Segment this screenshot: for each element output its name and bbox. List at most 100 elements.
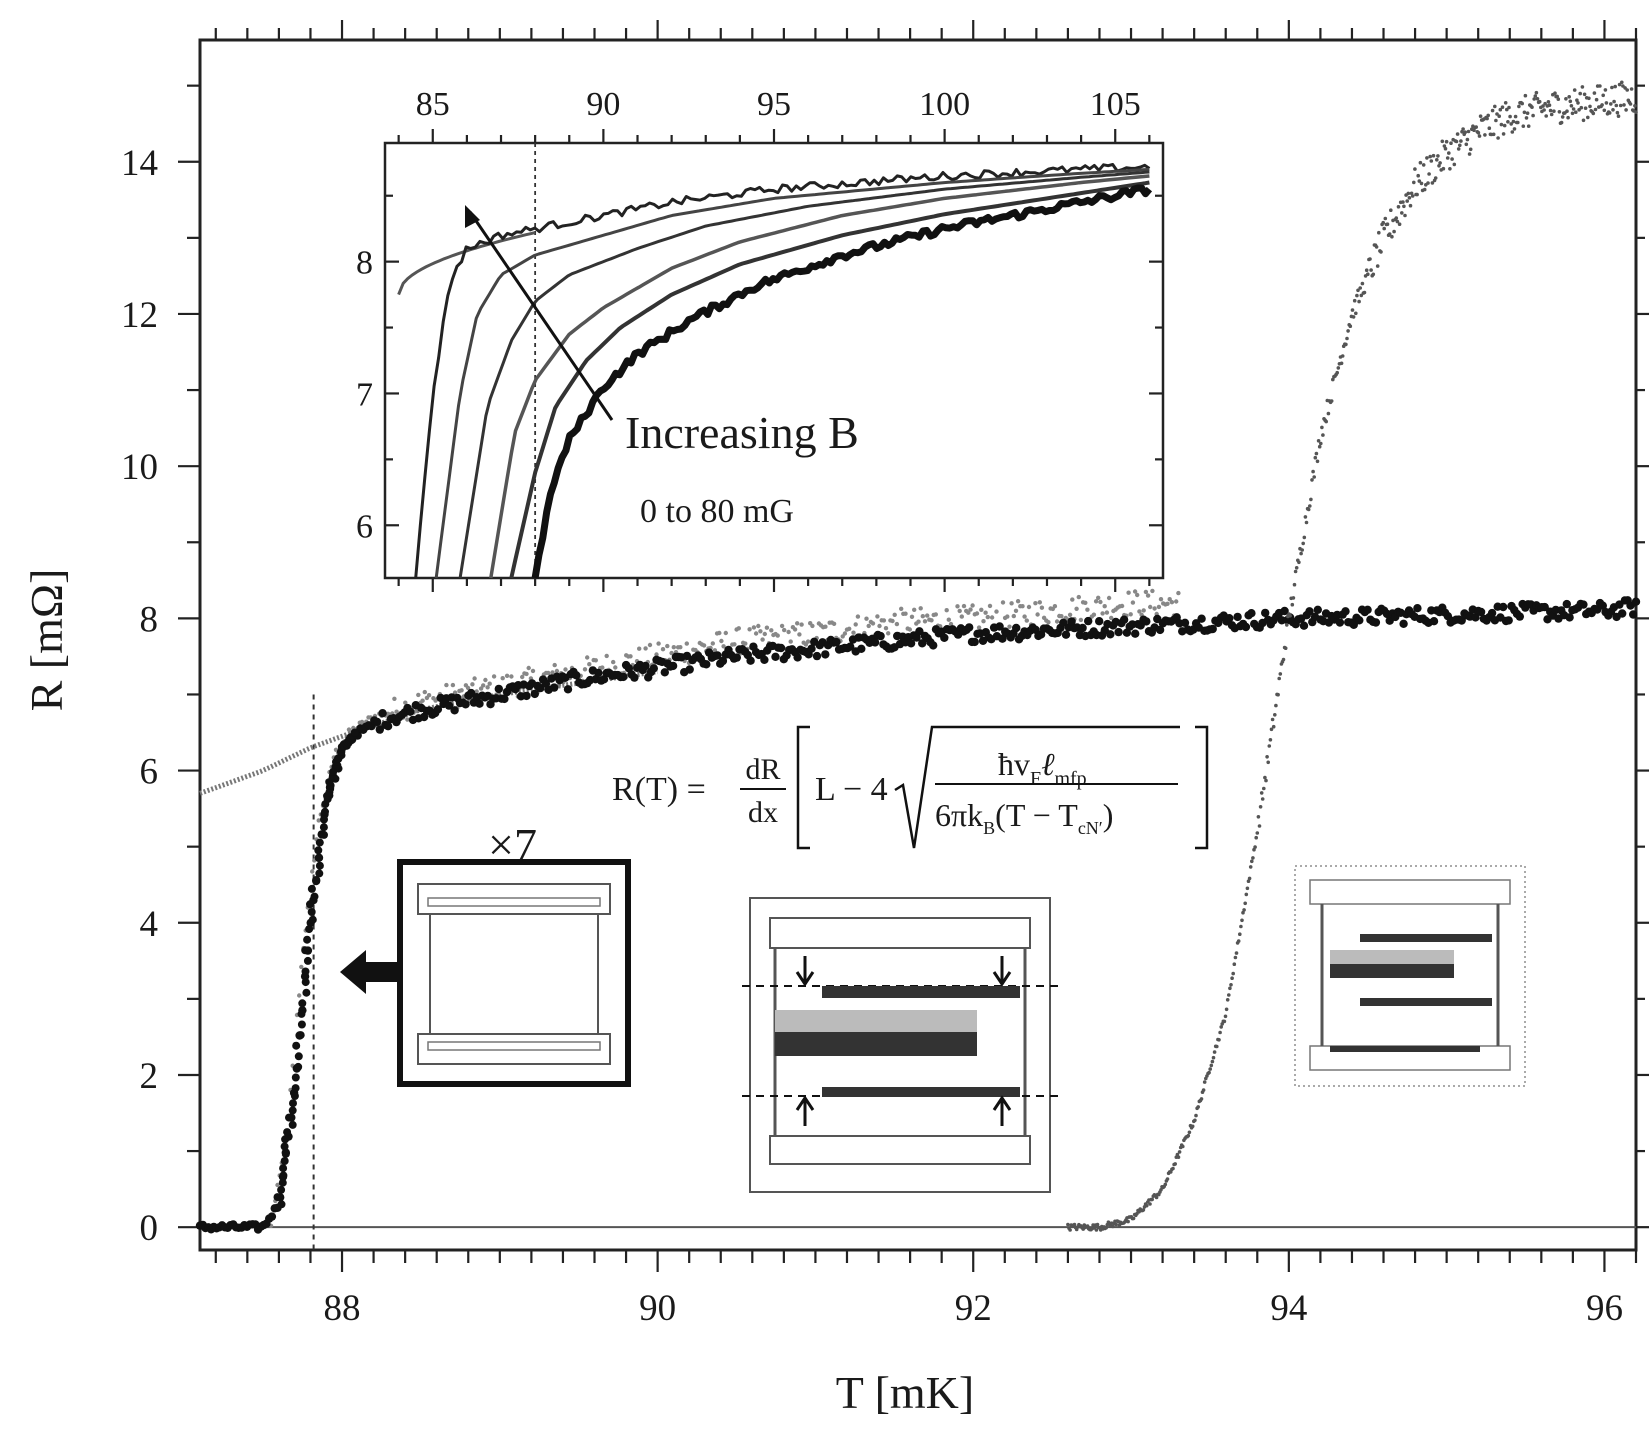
fine-data-point — [842, 631, 848, 636]
sparse-data-point — [1350, 308, 1355, 312]
sparse-data-point — [1290, 602, 1295, 607]
sparse-data-point — [1311, 469, 1315, 474]
sparse-data-point — [1281, 657, 1286, 662]
sparse-data-point — [1190, 1124, 1195, 1129]
sparse-data-point — [1546, 100, 1551, 104]
large-data-point — [649, 664, 658, 673]
large-data-point — [1471, 613, 1480, 622]
large-data-point — [1305, 607, 1314, 616]
sparse-data-point — [1443, 146, 1448, 151]
formula-sub-mfp: mfp — [1054, 768, 1086, 790]
sparse-data-point — [1521, 124, 1526, 128]
large-data-point — [1341, 607, 1350, 616]
sparse-data-point — [1371, 272, 1376, 277]
large-data-point — [970, 637, 979, 647]
large-data-point — [619, 672, 628, 682]
sparse-data-point — [1530, 105, 1534, 109]
large-data-point — [929, 641, 938, 650]
sparse-data-point — [1165, 1177, 1170, 1181]
sparse-data-point — [1141, 1208, 1146, 1212]
sparse-data-point — [1255, 831, 1260, 835]
y-tick-label: 6 — [140, 752, 159, 793]
sparse-data-point — [1355, 293, 1359, 298]
large-data-point — [305, 925, 314, 934]
sparse-data-point — [1526, 124, 1531, 128]
fine-data-point — [909, 614, 915, 619]
fine-data-point — [1015, 599, 1021, 604]
large-data-point — [301, 967, 310, 976]
inset-x-tick-label: 90 — [586, 86, 620, 123]
fine-data-point — [892, 612, 897, 617]
sparse-data-point — [1512, 127, 1517, 131]
large-data-point — [1631, 597, 1641, 606]
large-data-point — [285, 1113, 293, 1122]
large-data-point — [1012, 623, 1021, 633]
fine-data-point — [870, 621, 876, 626]
sparse-data-point — [1229, 983, 1233, 987]
sparse-data-point — [1329, 399, 1334, 403]
sparse-data-point — [1588, 104, 1592, 109]
sparse-data-point — [1560, 115, 1565, 119]
fine-data-point — [955, 604, 960, 609]
sparse-data-point — [1466, 129, 1471, 134]
sparse-data-point — [1331, 377, 1335, 382]
fine-data-point — [1176, 590, 1181, 596]
sparse-data-point — [1501, 132, 1506, 136]
fine-data-point — [684, 641, 689, 646]
sparse-data-point — [1358, 286, 1362, 290]
sparse-data-point — [1354, 311, 1358, 316]
x-axis-label: T [mK] — [836, 1367, 974, 1418]
sparse-data-point — [1468, 147, 1473, 152]
sparse-data-point — [1177, 1150, 1182, 1154]
sparse-data-point — [1435, 158, 1439, 162]
fine-data-point — [987, 603, 993, 609]
fine-data-point — [944, 608, 949, 613]
fine-data-point — [719, 638, 724, 644]
fine-data-point — [1037, 600, 1043, 605]
sparse-data-point — [1612, 99, 1616, 104]
y-tick-label: 10 — [121, 447, 158, 488]
fine-data-point — [966, 610, 971, 615]
large-data-point — [1225, 614, 1234, 623]
large-data-point — [1078, 623, 1087, 633]
sparse-data-point — [1534, 90, 1539, 95]
sparse-data-point — [1345, 336, 1349, 341]
large-data-point — [776, 643, 786, 653]
large-data-point — [277, 1200, 286, 1209]
increasing-b-arrow-line — [468, 211, 614, 421]
sparse-data-point — [1219, 1025, 1223, 1029]
fine-data-point — [1020, 604, 1025, 609]
sparse-data-point — [1417, 179, 1422, 183]
sparse-data-point — [1510, 130, 1515, 134]
fine-data-point — [1007, 624, 1012, 629]
fine-data-point — [899, 606, 904, 611]
large-data-point — [450, 706, 459, 715]
sparse-data-point — [1568, 99, 1573, 104]
sparse-data-point — [1594, 97, 1599, 102]
sparse-data-point — [1478, 114, 1483, 118]
sparse-data-point — [1425, 156, 1429, 160]
large-data-point — [1114, 627, 1123, 637]
sparse-data-point — [1369, 268, 1373, 272]
large-data-point — [277, 1185, 286, 1194]
sparse-data-point — [1502, 123, 1507, 128]
fine-data-point — [1024, 618, 1030, 623]
large-data-point — [315, 869, 324, 878]
sparse-data-point — [1436, 154, 1440, 158]
sparse-data-point — [1283, 646, 1288, 650]
sparse-data-point — [1171, 1166, 1175, 1171]
fine-data-point — [1000, 600, 1006, 605]
sparse-data-point — [1412, 180, 1416, 185]
large-data-point — [832, 637, 841, 647]
sparse-data-point — [1194, 1113, 1198, 1118]
sparse-data-point — [1437, 164, 1441, 168]
sparse-data-point — [1364, 268, 1369, 273]
fine-data-point — [712, 648, 718, 653]
sparse-data-point — [1362, 290, 1367, 295]
large-data-point — [1629, 610, 1638, 619]
fine-data-point — [1070, 597, 1075, 602]
series-sparse-dots — [1066, 80, 1638, 1232]
fine-data-point — [961, 603, 967, 609]
large-data-point — [1487, 608, 1497, 618]
sparse-data-point — [1442, 144, 1447, 148]
